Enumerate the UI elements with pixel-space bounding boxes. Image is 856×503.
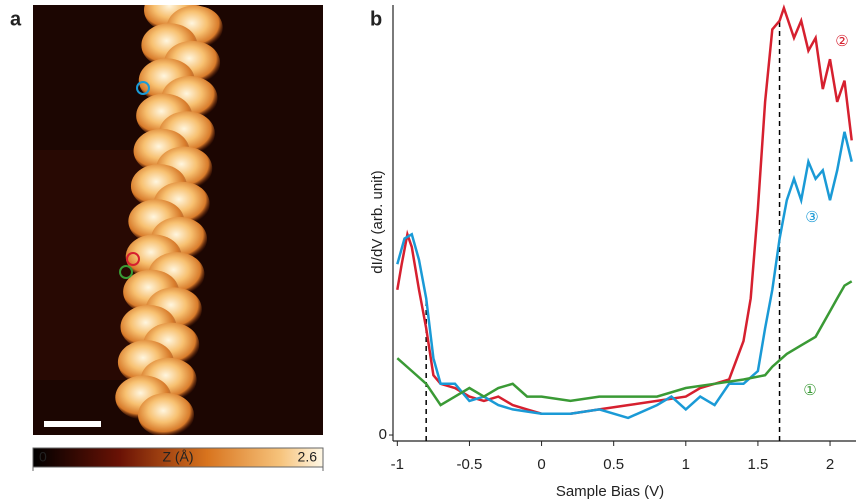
x-tick-label: -0.5: [457, 456, 483, 473]
series-label: ③: [805, 209, 818, 226]
image-shade: [33, 150, 143, 380]
series-line: [396, 4, 853, 415]
stm-image: [33, 5, 323, 435]
x-tick-label: 0: [537, 456, 545, 473]
series-label: ②: [835, 33, 848, 50]
series-label: ①: [803, 382, 816, 399]
x-tick-label: 1.5: [747, 456, 768, 473]
x-tick-label: 0.5: [603, 456, 624, 473]
x-tick-label: 2: [826, 456, 834, 473]
site-marker: [119, 265, 133, 279]
colorbar: 0 2.6 Z (Å): [32, 447, 324, 471]
site-marker: [126, 252, 140, 266]
plot-area: [396, 4, 853, 441]
x-tick-label: -1: [391, 456, 404, 473]
x-axis-label: Sample Bias (V): [556, 483, 664, 500]
panel-label: b: [370, 8, 382, 30]
scale-bar: [44, 421, 101, 427]
series-line: [396, 280, 853, 407]
colorbar-tick-label: 0: [39, 449, 47, 465]
panel-label: a: [10, 8, 22, 30]
y-tick-label: 0: [379, 426, 387, 443]
y-axis-label: dI/dV (arb. unit): [369, 170, 386, 273]
colorbar-label: Z (Å): [162, 449, 193, 465]
molecule-blob: [138, 393, 194, 435]
colorbar-gradient: [32, 447, 324, 468]
colorbar-tick-label: 2.6: [298, 449, 318, 465]
plot: -1 -0.5 0 0.5 1 1.5 2 0 Sample Bias (V) dI/dV (ar…: [369, 4, 856, 500]
series-line: [396, 131, 853, 420]
site-marker: [136, 81, 150, 95]
x-tick-label: 1: [682, 456, 690, 473]
